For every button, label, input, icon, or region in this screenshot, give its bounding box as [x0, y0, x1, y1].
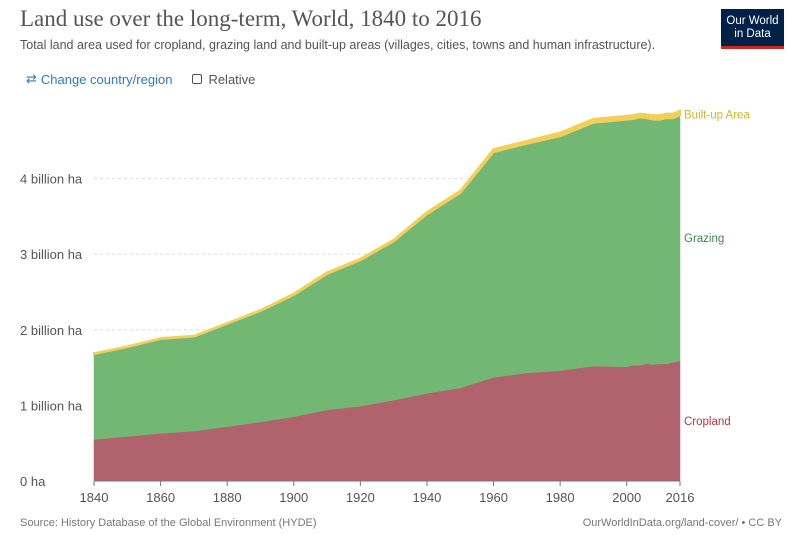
chart-subtitle: Total land area used for cropland, grazi… — [20, 38, 656, 52]
y-tick-label: 0 ha — [20, 474, 46, 489]
logo-line-1: Our World — [726, 14, 779, 27]
x-tick-label: 1960 — [479, 490, 508, 505]
relative-toggle[interactable]: Relative — [192, 72, 255, 87]
x-tick-label: 2016 — [666, 490, 695, 505]
series-label-built-up-area[interactable]: Built-up Area — [684, 110, 750, 122]
axes: 0 ha 1 billion ha 2 billion ha 3 billion ha… — [20, 172, 694, 505]
area-series — [93, 109, 681, 482]
chart-controls: ⇄ Change country/region Relative — [26, 71, 255, 87]
series-label-grazing[interactable]: Grazing — [684, 233, 724, 245]
x-tick-label: 1920 — [346, 490, 375, 505]
y-tick-label: 3 billion ha — [20, 247, 83, 262]
change-country-button[interactable]: ⇄ Change country/region — [26, 71, 172, 87]
footer-link[interactable]: OurWorldInData.org/land-cover/ • CC BY — [582, 517, 782, 529]
x-tick-label: 1940 — [412, 490, 441, 505]
x-tick-label: 1880 — [213, 490, 242, 505]
x-tick-label: 1900 — [279, 490, 308, 505]
change-country-label: Change country/region — [40, 71, 173, 87]
relative-label: Relative — [208, 71, 256, 87]
x-tick-label: 1980 — [546, 490, 575, 505]
x-tick-label: 1840 — [80, 490, 109, 505]
x-tick-label: 1860 — [146, 490, 175, 505]
area-built-up-area[interactable] — [93, 109, 681, 356]
y-tick-label: 2 billion ha — [20, 323, 83, 338]
logo-line-2: in Data — [734, 27, 771, 40]
series-label-cropland[interactable]: Cropland — [684, 416, 731, 428]
owid-logo[interactable]: Our World in Data — [721, 9, 784, 49]
y-tick-label: 4 billion ha — [20, 172, 83, 187]
x-tick-label: 2000 — [612, 490, 641, 505]
chart-title: Land use over the long-term, World, 1840… — [20, 6, 482, 31]
series-labels: Cropland Grazing Built-up Area — [684, 110, 750, 428]
relative-checkbox[interactable] — [192, 74, 203, 84]
source-note[interactable]: Source: History Database of the Global E… — [20, 517, 317, 529]
swap-arrows-icon: ⇄ — [26, 71, 37, 86]
y-tick-label: 1 billion ha — [20, 398, 83, 413]
